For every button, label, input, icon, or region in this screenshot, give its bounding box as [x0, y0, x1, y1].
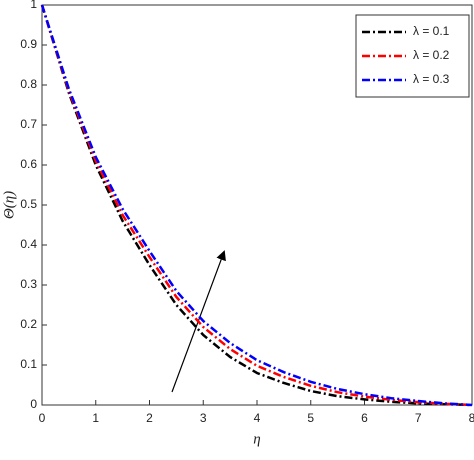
x-tick-label: 0 [39, 411, 46, 425]
y-tick-label: 0.1 [20, 357, 37, 371]
y-tick-label: 1 [30, 0, 37, 11]
data-line [40, 4, 473, 407]
x-tick-label: 3 [200, 411, 207, 425]
y-tick-label: 0.8 [20, 77, 37, 91]
x-tick-label: 8 [469, 411, 474, 425]
y-tick-label: 0 [30, 397, 37, 411]
legend-label: λ = 0.1 [413, 24, 450, 38]
x-tick-label: 4 [254, 411, 261, 425]
y-tick-label: 0.9 [20, 37, 37, 51]
x-tick-label: 1 [92, 411, 99, 425]
x-tick-label: 7 [415, 411, 422, 425]
x-axis-label: η [253, 431, 260, 447]
x-tick-label: 5 [307, 411, 314, 425]
x-tick-label: 2 [146, 411, 153, 425]
y-axis-label: Θ(η) [1, 191, 17, 219]
legend-label: λ = 0.3 [413, 72, 450, 86]
data-line [40, 4, 473, 407]
y-tick-label: 0.5 [20, 197, 37, 211]
y-tick-label: 0.2 [20, 317, 37, 331]
y-tick-label: 0.6 [20, 157, 37, 171]
y-tick-label: 0.7 [20, 117, 37, 131]
x-tick-label: 6 [361, 411, 368, 425]
y-tick-label: 0.4 [20, 237, 37, 251]
y-tick-label: 0.3 [20, 277, 37, 291]
legend-label: λ = 0.2 [413, 48, 450, 62]
